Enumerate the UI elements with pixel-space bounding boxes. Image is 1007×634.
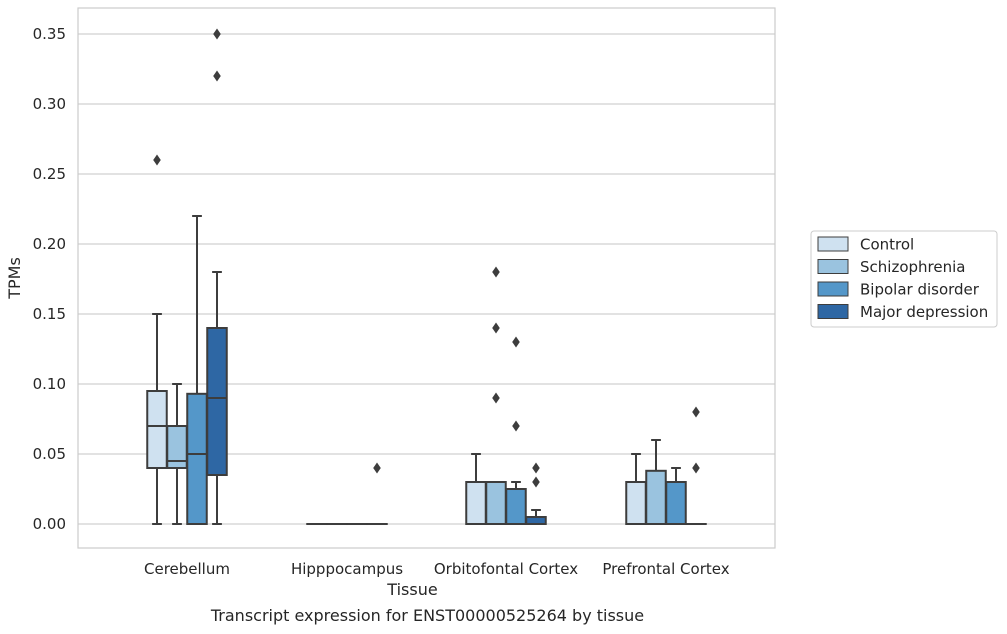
outlier-point — [213, 28, 221, 40]
y-tick-label: 0.05 — [33, 445, 66, 463]
box-schizophrenia — [485, 266, 507, 525]
outlier-point — [492, 392, 500, 404]
legend-swatch — [817, 236, 849, 252]
iqr-box — [665, 481, 687, 525]
iqr-box — [485, 481, 507, 525]
box-major-depression — [525, 462, 547, 525]
box-major-depression — [206, 28, 228, 525]
legend-frame — [810, 230, 998, 328]
y-axis-label: TPMs — [5, 257, 24, 300]
outlier-point — [512, 420, 520, 432]
x-tick-label: Cerebellum — [144, 560, 230, 578]
figure-caption: Transcript expression for ENST0000052526… — [210, 606, 645, 625]
box-bipolar-disorder — [186, 215, 208, 525]
box-major-depression — [366, 462, 388, 526]
box-schizophrenia — [166, 383, 188, 525]
iqr-box — [645, 469, 667, 525]
y-tick-label: 0.20 — [33, 235, 66, 253]
outlier-point — [692, 462, 700, 474]
y-tick-labels: 0.00 0.05 0.10 0.15 0.20 0.25 0.30 0.35 — [33, 25, 66, 533]
plot-frame — [77, 7, 776, 549]
legend-label: Schizophrenia — [860, 258, 965, 276]
iqr-box — [465, 481, 487, 525]
iqr-box — [525, 516, 547, 525]
x-tick-label: Hipppocampus — [291, 560, 403, 578]
box-plot-chart: 0.00 0.05 0.10 0.15 0.20 0.25 0.30 0.35 Cerebel… — [5, 7, 998, 599]
x-tick-label: Orbitofontal Cortex — [434, 560, 578, 578]
box-major-depression — [685, 406, 707, 526]
outlier-point — [532, 476, 540, 488]
legend-swatch — [817, 259, 849, 274]
iqr-box — [146, 390, 168, 469]
y-tick-label: 0.30 — [33, 95, 66, 113]
box-schizophrenia — [645, 439, 667, 525]
box-bipolar-disorder — [665, 467, 687, 525]
x-tick-labels: Cerebellum Hipppocampus Orbitofontal Corte… — [144, 560, 730, 578]
box-control — [625, 453, 647, 525]
iqr-box — [206, 327, 228, 476]
y-tick-label: 0.15 — [33, 305, 66, 323]
y-tick-label: 0.25 — [33, 165, 66, 183]
y-tick-label: 0.35 — [33, 25, 66, 43]
box-bipolar-disorder — [505, 336, 527, 525]
legend-label: Control — [860, 236, 914, 254]
outlier-point — [692, 406, 700, 418]
y-tick-label: 0.00 — [33, 515, 66, 533]
outlier-point — [373, 462, 381, 474]
legend-swatch — [817, 281, 849, 297]
outlier-point — [153, 154, 161, 166]
iqr-box — [625, 481, 647, 525]
box-control — [146, 154, 168, 525]
x-tick-label: Prefrontal Cortex — [602, 560, 729, 578]
iqr-box — [505, 488, 527, 525]
boxes — [146, 28, 707, 526]
iqr-box — [186, 392, 208, 525]
outlier-point — [213, 70, 221, 82]
box-control — [465, 453, 487, 525]
outlier-point — [492, 322, 500, 334]
outlier-point — [512, 336, 520, 348]
legend: Control Schizophrenia Bipolar disorder Majo… — [810, 230, 998, 328]
legend-label: Major depression — [860, 303, 988, 321]
legend-label: Bipolar disorder — [860, 281, 980, 299]
x-axis-label: Tissue — [386, 580, 437, 599]
outlier-point — [492, 266, 500, 278]
y-tick-label: 0.10 — [33, 375, 66, 393]
outlier-point — [532, 462, 540, 474]
legend-swatch — [817, 304, 849, 319]
